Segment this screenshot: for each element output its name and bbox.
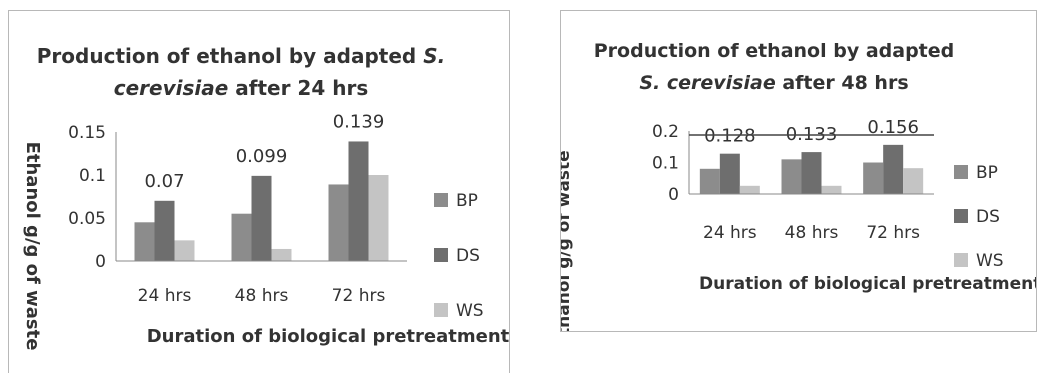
x-tick-label: 72 hrs [866, 223, 920, 243]
chart-48hrs: Production of ethanol by adapted S. cere… [561, 40, 1036, 331]
x-tick-label: 48 hrs [235, 286, 289, 306]
chart-24hrs: Production of ethanol by adapted S. cere… [22, 44, 509, 351]
chart-panel-48hrs: Production of ethanol by adapted S. cere… [560, 10, 1037, 332]
y-tick-label: 0.1 [652, 153, 679, 173]
legend-label: BP [976, 163, 998, 183]
legend-label: DS [976, 207, 1000, 227]
legend-swatch [954, 165, 968, 179]
x-tick-label: 24 hrs [703, 223, 757, 243]
data-label: 0.099 [236, 146, 288, 167]
x-tick-label: 72 hrs [332, 286, 386, 306]
y-tick-label: 0 [95, 252, 106, 272]
x-axis-title: Duration of biological pretreatment [699, 274, 1036, 294]
bar-ws-2 [821, 185, 842, 194]
y-axis-title: Ethanol g/g of waste [561, 150, 574, 331]
bar-ws-3 [368, 175, 389, 261]
x-axis-title: Duration of biological pretreatment [147, 326, 509, 347]
bar-ds-2 [801, 152, 822, 194]
chart-title-line2: cerevisiae after 24 hrs [114, 76, 368, 100]
bar-ws-3 [903, 168, 924, 194]
y-tick-label: 0.1 [79, 166, 106, 186]
bar-bp-2 [231, 213, 252, 261]
legend-label: DS [456, 246, 480, 266]
bar-ws-1 [739, 185, 760, 194]
y-tick-label: 0 [668, 185, 679, 205]
chart-panel-24hrs: Production of ethanol by adapted S. cere… [8, 10, 510, 373]
bar-ws-1 [174, 240, 195, 261]
bar-ds-1 [719, 153, 740, 194]
bar-ds-3 [883, 144, 904, 194]
data-label: 0.07 [144, 171, 184, 192]
legend-swatch [434, 303, 448, 317]
data-label: 0.156 [867, 117, 919, 138]
legend-label: WS [456, 301, 484, 321]
bar-bp-1 [134, 222, 155, 261]
x-tick-label: 48 hrs [785, 223, 839, 243]
legend-label: WS [976, 251, 1004, 271]
bar-bp-3 [863, 162, 884, 194]
legend-swatch [434, 248, 448, 262]
bar-ds-1 [154, 200, 175, 261]
y-tick-label: 0.15 [68, 123, 106, 143]
legend-swatch [954, 209, 968, 223]
legend-swatch [954, 253, 968, 267]
bar-ds-2 [251, 175, 272, 261]
bar-ds-3 [348, 141, 369, 261]
y-tick-label: 0.2 [652, 122, 679, 142]
bar-bp-1 [699, 168, 720, 194]
y-tick-label: 0.05 [68, 209, 106, 229]
x-tick-label: 24 hrs [138, 286, 192, 306]
chart-title-line1: Production of ethanol by adapted S. [37, 44, 445, 68]
bar-ws-2 [271, 248, 292, 261]
legend-swatch [434, 193, 448, 207]
y-axis-title: Ethanol g/g of waste [22, 142, 43, 351]
legend-label: BP [456, 191, 478, 211]
chart-title-line1: Production of ethanol by adapted [594, 40, 955, 62]
chart-title-line2: S. cerevisiae after 48 hrs [639, 72, 908, 94]
data-label: 0.128 [704, 126, 756, 147]
bar-bp-2 [781, 159, 802, 194]
bar-bp-3 [328, 184, 349, 261]
data-label: 0.139 [333, 111, 385, 132]
